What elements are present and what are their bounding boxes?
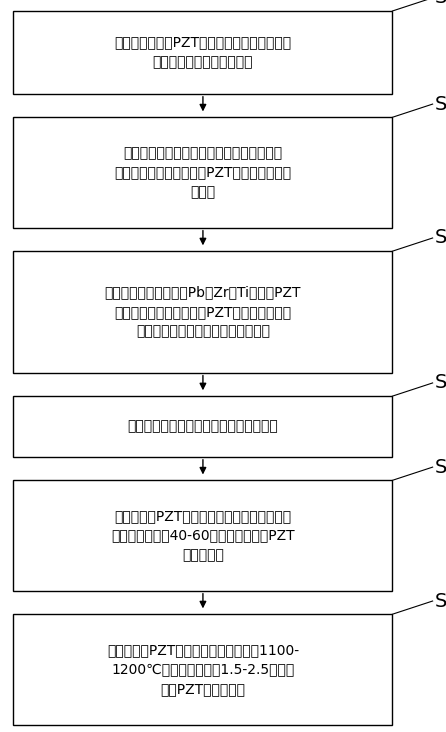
Text: S01: S01 — [435, 0, 446, 7]
Text: 往烘干后的PZT包覆粉料中加入适量的粘结剂
，加压造粒，过40-60目筛，得到造粒PZT
包覆粉体；: 往烘干后的PZT包覆粉料中加入适量的粘结剂 ，加压造粒，过40-60目筛，得到造… — [111, 509, 295, 562]
Bar — [13, 396, 392, 457]
Text: 边搅拌边滴加氨水，使Pb、Zr、Ti离子在PZT
粗粉表面同时沉淀，形成PZT包覆粉料沉淀，
氨水滴加完毕后继续搅拌一段时间；: 边搅拌边滴加氨水，使Pb、Zr、Ti离子在PZT 粗粉表面同时沉淀，形成PZT包… — [105, 285, 301, 338]
Text: S02: S02 — [435, 94, 446, 113]
Text: 将固相法合成的PZT粗粉放入去离子水中，加
入适量分散剂，搅拌均匀；: 将固相法合成的PZT粗粉放入去离子水中，加 入适量分散剂，搅拌均匀； — [114, 36, 292, 69]
Text: S04: S04 — [435, 373, 446, 392]
Text: S05: S05 — [435, 458, 446, 477]
Bar — [13, 117, 392, 228]
Bar — [13, 480, 392, 591]
Bar — [13, 251, 392, 373]
Text: 过滤，收集沉淀，用水清洗干净，烘干；: 过滤，收集沉淀，用水清洗干净，烘干； — [128, 419, 278, 433]
Bar — [13, 614, 392, 725]
Text: 将硝酸铅、硝酸氧锆、硝酸氧钛溶液按比例
依次加入上述分散均匀的PZT粉的水中，搅拌
均匀；: 将硝酸铅、硝酸氧锆、硝酸氧钛溶液按比例 依次加入上述分散均匀的PZT粉的水中，搅… — [114, 146, 292, 199]
Text: 将所述造粒PZT包覆粉体干压成型，在1100-
1200℃的马弗炉中烧结1.5-2.5小时，
得到PZT压电陶瓷。: 将所述造粒PZT包覆粉体干压成型，在1100- 1200℃的马弗炉中烧结1.5-… — [107, 643, 299, 696]
Bar — [13, 11, 392, 94]
Text: S03: S03 — [435, 228, 446, 247]
Text: S06: S06 — [435, 591, 446, 610]
